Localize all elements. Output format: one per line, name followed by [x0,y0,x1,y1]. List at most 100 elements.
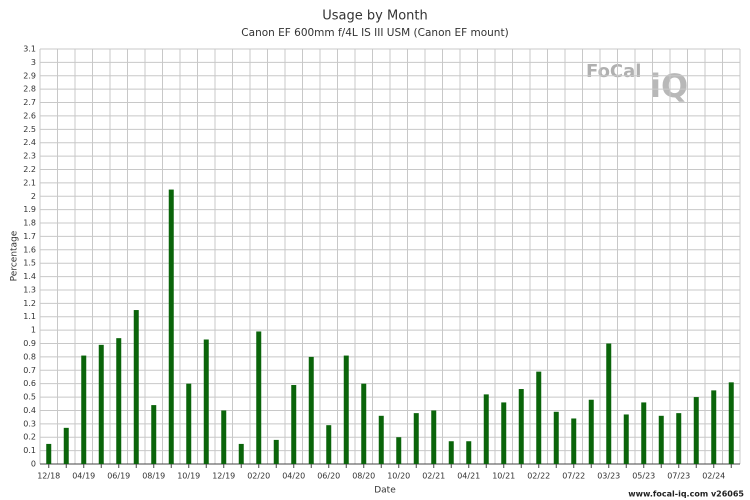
x-tick-label: 04/21 [457,472,480,481]
bar [221,410,227,464]
bar [623,414,629,464]
bar [238,443,244,464]
x-tick-label: 10/20 [387,472,410,481]
bar [658,415,664,464]
y-tick-label: 1.2 [23,299,36,308]
bar [151,405,157,464]
y-tick-label: 1.5 [23,259,36,268]
bar [711,390,717,464]
y-tick-label: 2.2 [23,165,36,174]
y-tick-label: 1.8 [23,219,36,228]
y-tick-label: 3.1 [23,45,36,54]
y-tick-label: 1.1 [23,312,36,321]
x-tick-label: 07/23 [667,472,690,481]
bar [466,441,472,464]
bar [571,418,577,464]
y-tick-label: 2.5 [23,125,36,134]
bar [693,397,699,464]
y-tick-label: 2.4 [23,138,36,147]
x-tick-label: 02/22 [527,472,550,481]
bar [168,189,174,464]
y-tick-label: 1.7 [23,232,36,241]
y-tick-label: 0.2 [23,433,36,442]
x-tick-label: 02/21 [422,472,445,481]
y-tick-label: 2.8 [23,85,36,94]
chart-subtitle: Canon EF 600mm f/4L IS III USM (Canon EF… [241,27,508,39]
bar [518,389,524,464]
y-tick-label: 0.7 [23,366,36,375]
chart-title: Usage by Month [322,9,427,24]
y-tick-label: 2.1 [23,178,36,187]
y-tick-label: 1.9 [23,205,36,214]
bar [606,343,612,464]
y-tick-label: 1 [31,326,36,335]
bar [133,310,139,464]
bar [256,331,262,464]
bar [81,355,87,464]
logo-text: FoCal [586,61,641,82]
bar [98,344,104,464]
bar [326,425,332,464]
y-tick-label: 1.3 [23,285,36,294]
bar [343,355,349,464]
y-tick-label: 0.5 [23,393,36,402]
x-tick-label: 12/18 [37,472,60,481]
y-tick-label: 0.6 [23,379,36,388]
y-tick-label: 2.7 [23,98,36,107]
bar [203,339,209,464]
x-tick-label: 02/20 [247,472,270,481]
y-tick-label: 0.9 [23,339,36,348]
logo-mark: iQ [650,67,688,105]
bar [378,415,384,464]
x-tick-label: 02/24 [702,472,725,481]
bar [116,338,122,464]
bar [46,443,52,464]
y-tick-label: 0.3 [23,419,36,428]
x-tick-label: 10/19 [177,472,200,481]
bar [641,402,647,464]
bar [413,413,419,464]
bar [676,413,682,464]
bar [483,394,489,464]
bar [63,427,69,464]
bar [448,441,454,464]
y-tick-label: 3 [31,58,36,67]
x-tick-label: 05/23 [632,472,655,481]
bar [361,383,367,464]
bar [501,402,507,464]
bar [728,382,734,464]
y-tick-label: 0.8 [23,352,36,361]
y-tick-label: 2.9 [23,71,36,80]
y-tick-label: 2 [31,192,36,201]
y-tick-label: 0.4 [23,406,36,415]
footer: www.focal-iq.com v26065 [628,490,744,499]
x-tick-label: 04/19 [72,472,95,481]
bar [396,437,402,464]
y-tick-label: 0 [31,460,36,469]
y-tick-label: 2.3 [23,152,36,161]
x-tick-label: 07/22 [562,472,585,481]
bar [308,356,314,464]
bar [536,371,542,464]
x-tick-label: 10/21 [492,472,515,481]
bar [553,411,559,464]
x-tick-label: 06/19 [107,472,130,481]
bar [273,439,279,464]
bar [186,383,192,464]
bar [291,385,297,464]
x-axis-title: Date [374,486,396,496]
x-tick-label: 12/19 [212,472,235,481]
x-tick-label: 03/23 [597,472,620,481]
bar [431,410,437,464]
y-tick-label: 0.1 [23,446,36,455]
x-tick-label: 06/20 [317,472,340,481]
y-tick-label: 1.4 [23,272,36,281]
y-axis-title: Percentage [10,230,20,281]
x-tick-label: 08/19 [142,472,165,481]
y-tick-label: 2.6 [23,111,36,120]
x-tick-label: 04/20 [282,472,305,481]
y-tick-label: 1.6 [23,245,36,254]
x-tick-label: 08/20 [352,472,375,481]
bar [588,399,594,464]
